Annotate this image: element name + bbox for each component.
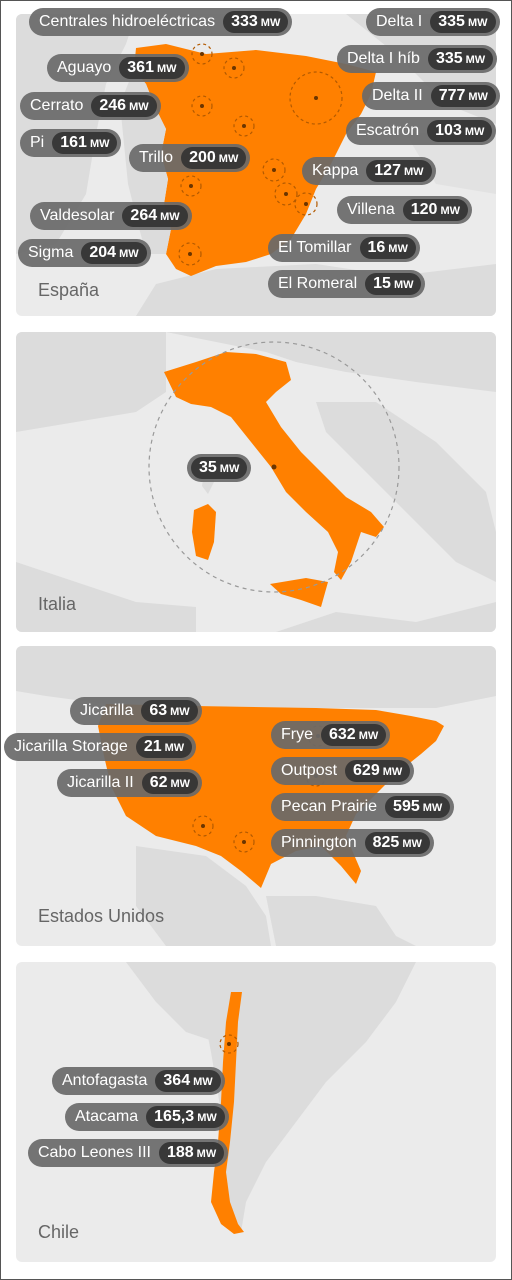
plant-capacity: 103 MW [427,120,493,142]
plant-capacity: 595 MW [385,796,451,818]
plant-name: Delta I híb [347,50,420,67]
plant-name: Cerrato [30,97,84,114]
plant-capacity: 165,3 MW [146,1106,225,1128]
plant-capacity: 21 MW [135,736,193,758]
plant-pill[interactable]: Centrales hidroeléctricas 333 MW [29,8,293,36]
plant-capacity: 335 MW [430,11,496,33]
plant-capacity: 161 MW [52,132,118,154]
plant-pill[interactable]: Delta I híb 335 MW [337,45,498,73]
plant-pill[interactable]: Outpost 629 MW [271,757,415,785]
plant-name: Jicarilla Storage [14,738,128,755]
plant-capacity: 16 MW [359,237,416,259]
plant-name: Jicarilla II [67,774,134,791]
plant-capacity: 15 MW [365,273,422,295]
chile-map [126,962,416,1234]
plant-pill[interactable]: Escatrón 103 MW [346,117,497,145]
plant-name: Trillo [139,149,174,166]
country-label-usa: Estados Unidos [38,906,165,926]
plant-pill[interactable]: Kappa 127 MW [302,157,436,185]
plant-pill[interactable]: Sigma 204 MW [18,239,151,267]
plant-pill[interactable]: Atacama 165,3 MW [65,1103,229,1131]
plant-name: Delta II [372,87,423,104]
plant-pill[interactable]: Delta I 335 MW [366,8,500,36]
plant-capacity: 200 MW [181,147,247,169]
plant-name: Antofagasta [62,1072,148,1089]
plant-name: El Romeral [278,275,358,292]
plant-name: Sigma [28,244,74,261]
plant-name: Atacama [75,1108,139,1125]
plant-name: Valdesolar [40,207,115,224]
plant-pill[interactable]: Pi 161 MW [20,129,122,157]
plant-pill[interactable]: Pecan Prairie 595 MW [271,793,455,821]
map-card-italy[interactable]: Italia [16,332,496,632]
plant-pill[interactable]: Jicarilla 63 MW [70,697,202,725]
plant-pill[interactable]: El Romeral 15 MW [268,270,426,298]
plant-name: Outpost [281,762,338,779]
plant-capacity: 63 MW [141,700,198,722]
plant-pill[interactable]: Jicarilla Storage 21 MW [4,733,197,761]
plant-name: Aguayo [57,59,112,76]
plant-name: Pecan Prairie [281,798,378,815]
plant-pill[interactable]: Aguayo 361 MW [47,54,189,82]
country-label-italy: Italia [38,594,77,614]
plant-pill[interactable]: Jicarilla II 62 MW [57,769,203,797]
plant-capacity: 204 MW [81,242,147,264]
plant-capacity: 62 MW [141,772,199,794]
plant-pill[interactable]: Villena 120 MW [337,196,472,224]
plant-name: Frye [281,726,313,743]
plant-capacity: 825 MW [364,832,430,854]
plant-capacity: 264 MW [122,205,188,227]
plant-capacity: 120 MW [402,199,468,221]
plant-name: Delta I [376,13,423,30]
plant-capacity: 364 MW [155,1070,221,1092]
plant-name: El Tomillar [278,239,352,256]
plant-name: Pinnington [281,834,357,851]
spain-shape [134,44,376,276]
plant-pill[interactable]: 35 MW [187,454,252,482]
plant-pill[interactable]: Pinnington 825 MW [271,829,434,857]
plant-name: Pi [30,134,45,151]
plant-capacity: 188 MW [158,1142,225,1164]
plant-capacity: 335 MW [427,48,494,70]
plant-pill[interactable]: Trillo 200 MW [129,144,251,172]
plant-capacity: 629 MW [345,760,411,782]
plant-name: Jicarilla [80,702,134,719]
italy-map [16,332,496,632]
plant-pill[interactable]: El Tomillar 16 MW [268,234,420,262]
country-label-spain: España [38,280,100,300]
plant-pill[interactable]: Valdesolar 264 MW [30,202,192,230]
plant-name: Villena [347,201,395,218]
plant-pill[interactable]: Antofagasta 364 MW [52,1067,225,1095]
plant-name: Kappa [312,162,359,179]
plant-capacity: 333 MW [223,11,289,33]
plant-capacity: 632 MW [321,724,387,746]
plant-name: Centrales hidroeléctricas [39,13,216,30]
plant-pill[interactable]: Delta II 777 MW [362,82,500,110]
plant-name: Cabo Leones III [38,1144,151,1161]
plant-capacity: 361 MW [119,57,185,79]
plant-pill[interactable]: Cerrato 246 MW [20,92,161,120]
plant-pill[interactable]: Frye 632 MW [271,721,391,749]
plant-capacity: 35 MW [191,457,248,479]
plant-capacity: 127 MW [366,160,432,182]
plant-pill[interactable]: Cabo Leones III 188 MW [28,1139,229,1167]
plant-name: Escatrón [356,122,420,139]
country-label-chile: Chile [38,1222,80,1242]
plant-capacity: 777 MW [430,85,496,107]
plant-capacity: 246 MW [91,95,157,117]
